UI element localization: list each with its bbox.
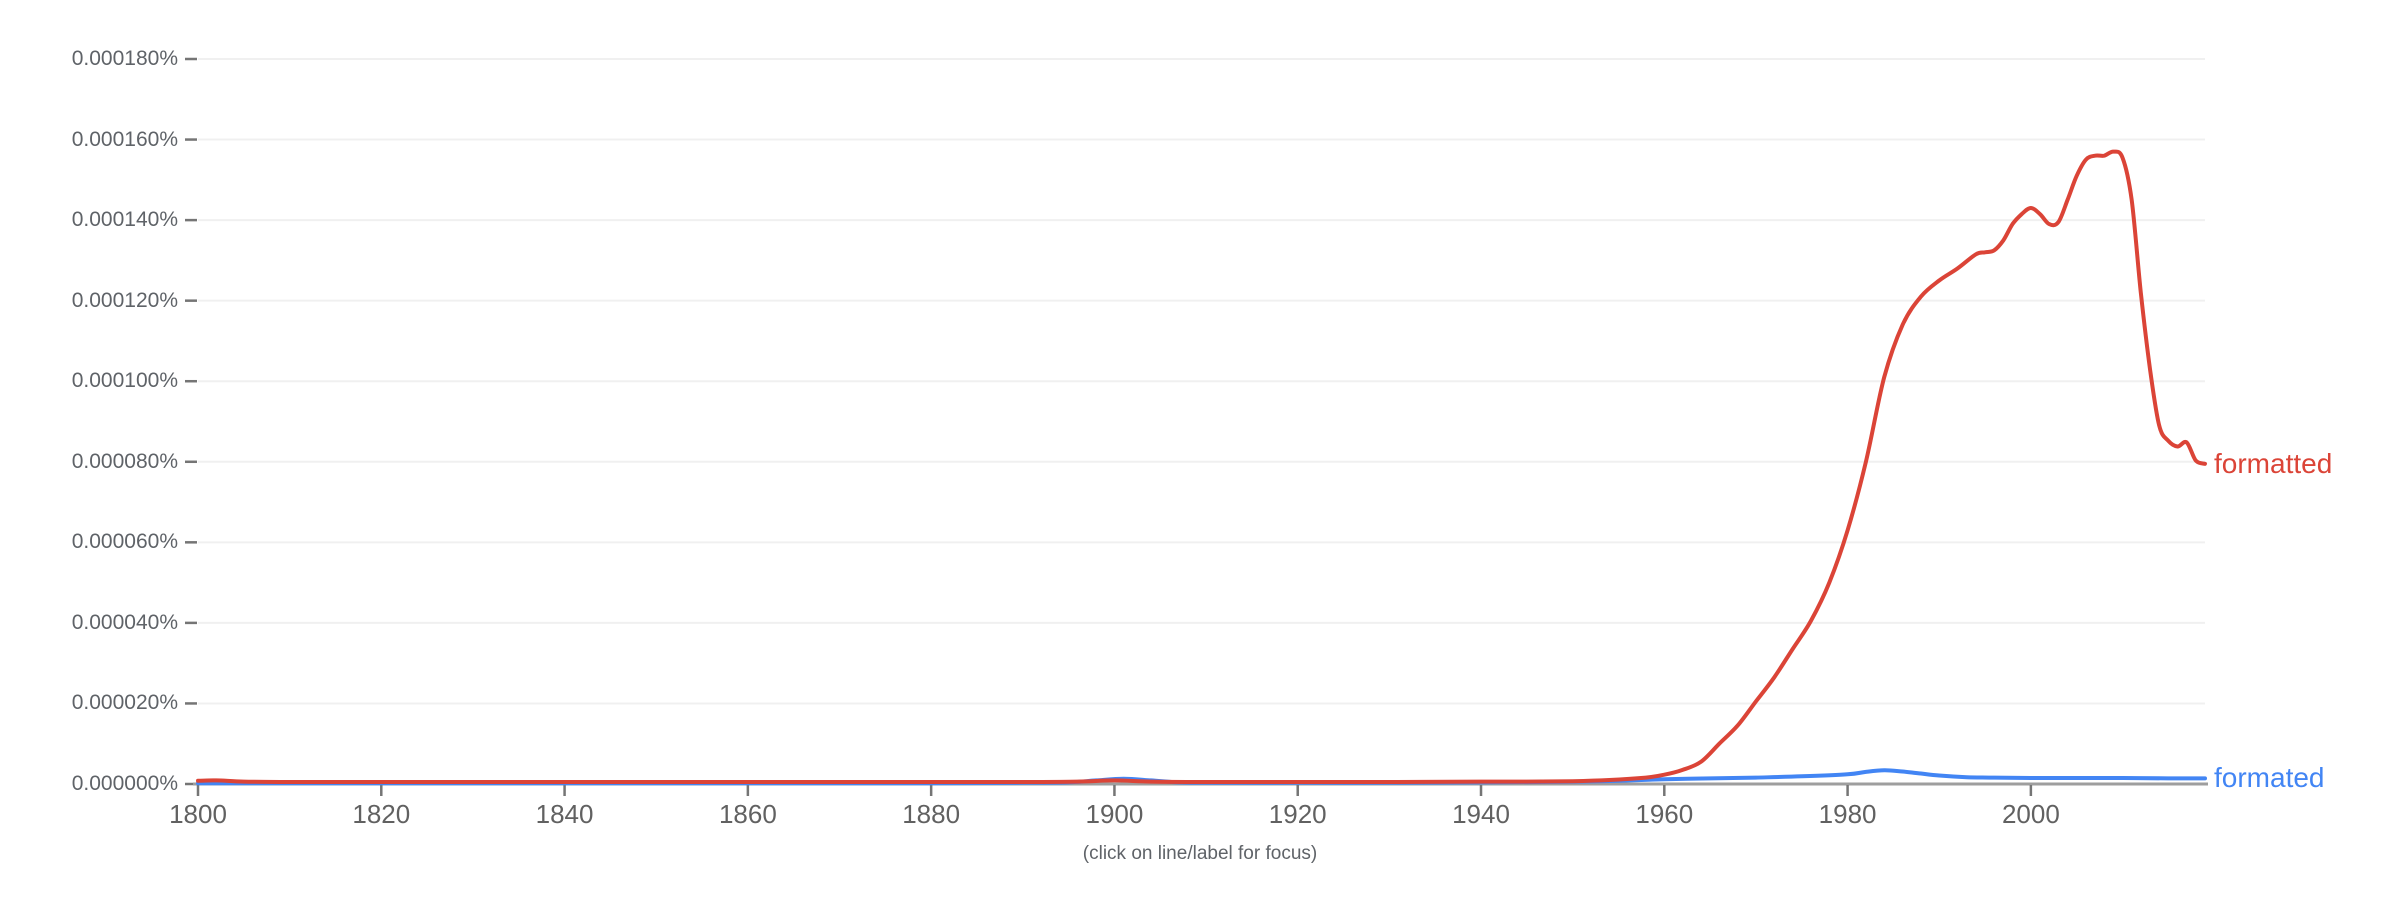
y-axis-label: 0.000180%: [71, 47, 178, 70]
x-axis-label: 2000: [2001, 799, 2060, 829]
x-axis-label: 1940: [1452, 799, 1510, 829]
chart-caption: (click on line/label for focus): [1082, 843, 1318, 864]
y-axis-label: 0.000120%: [71, 288, 178, 312]
y-axis-label: 0.000140%: [71, 208, 178, 232]
y-axis-label: 0.000080%: [71, 449, 178, 473]
y-axis-label: 0.000020%: [71, 691, 178, 715]
y-axis-label: 0.000060%: [71, 530, 178, 554]
x-axis-label: 1960: [1635, 799, 1694, 829]
x-axis-label: 1880: [902, 799, 961, 829]
y-axis-label: 0.000160%: [71, 127, 178, 151]
x-axis-label: 1860: [718, 799, 777, 829]
series-line-formatted[interactable]: [196, 149, 2207, 785]
y-axis-label: 0.000040%: [71, 610, 178, 634]
x-axis-label: 1800: [169, 799, 227, 829]
x-axis-label: 1820: [352, 799, 411, 829]
x-axis-tick-marks: [196, 785, 2033, 796]
x-axis-label: 1840: [535, 799, 594, 829]
x-axis-label: 1920: [1268, 799, 1327, 829]
series-label-formatted[interactable]: formatted: [2214, 447, 2333, 479]
x-axis-label: 1900: [1085, 799, 1144, 829]
y-axis-label: 0.000100%: [71, 369, 178, 393]
series-label-formated[interactable]: formated: [2214, 762, 2325, 794]
series-lines: [196, 149, 2207, 786]
gridlines: [198, 58, 2205, 705]
y-axis-label: 0.000000%: [71, 772, 178, 795]
y-axis-tick-marks: [185, 57, 197, 786]
x-axis-label: 1980: [1818, 799, 1877, 829]
